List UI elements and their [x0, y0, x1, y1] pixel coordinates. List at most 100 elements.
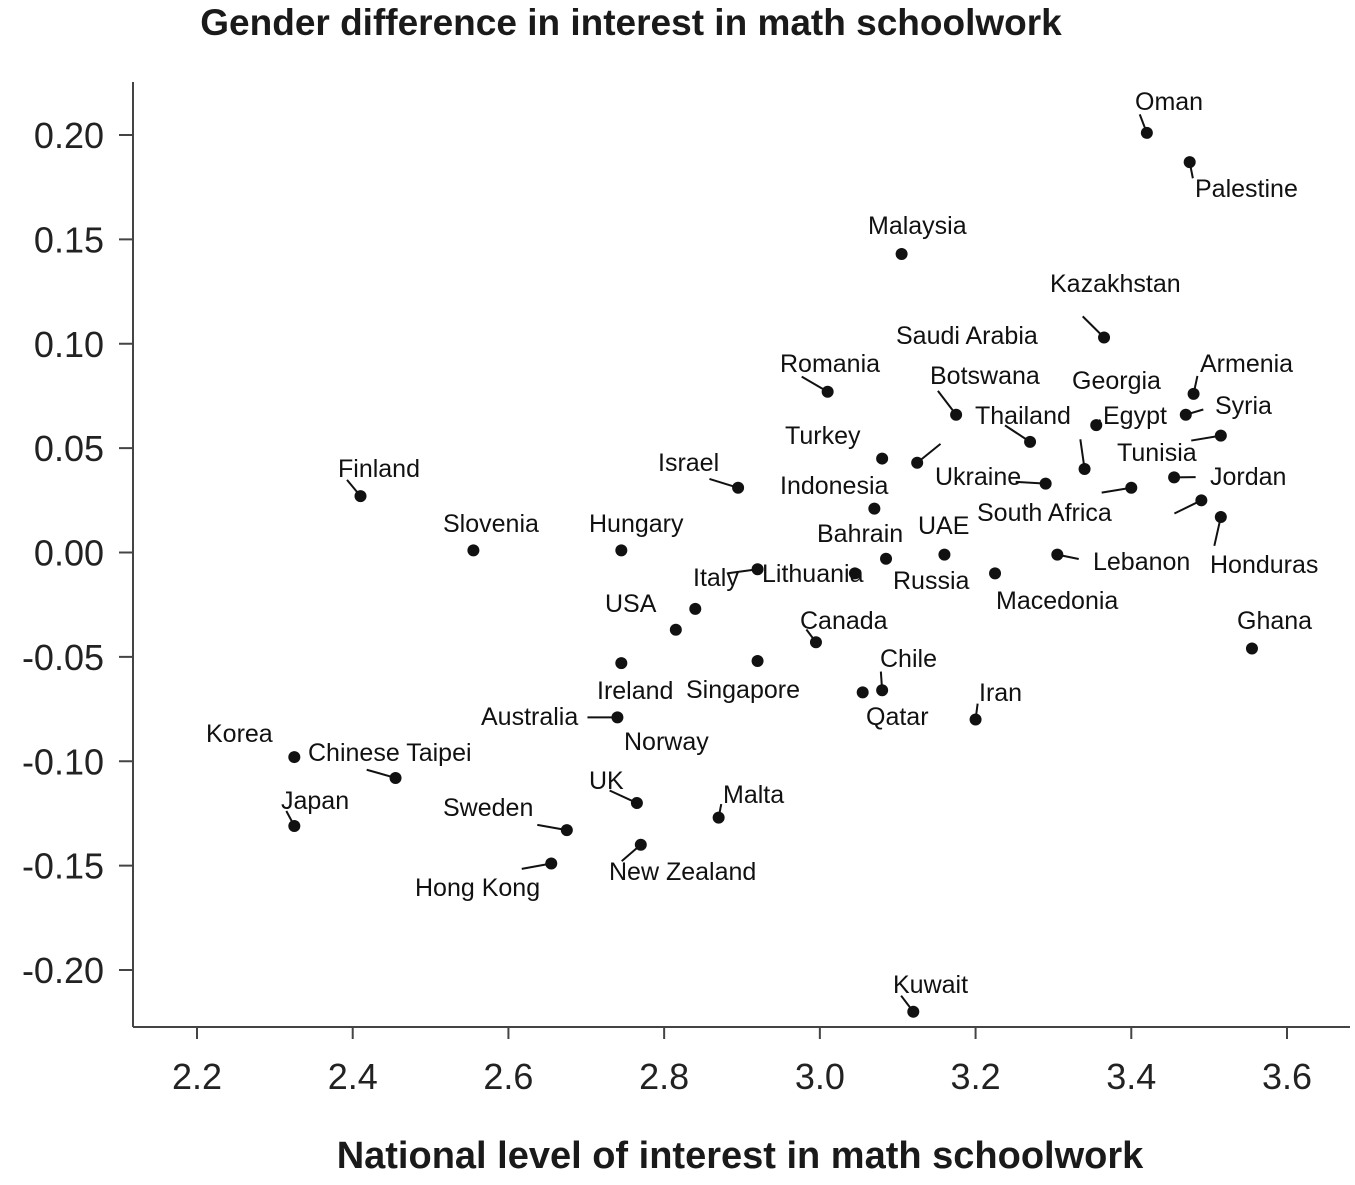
point-label-indonesia: Indonesia — [780, 472, 889, 500]
point-label-iran: Iran — [979, 679, 1022, 707]
point-label-qatar: Qatar — [866, 703, 929, 731]
data-point-uae — [938, 548, 951, 561]
point-label-bahrain: Bahrain — [817, 520, 903, 548]
data-point-georgia — [1078, 463, 1091, 475]
point-label-hungary: Hungary — [589, 510, 684, 538]
y-tick-label: -0.10 — [22, 741, 104, 782]
point-label-uk: UK — [589, 767, 624, 795]
x-tick-label: 2.2 — [172, 1056, 222, 1097]
point-label-singapore: Singapore — [686, 676, 800, 704]
data-point-korea — [288, 751, 301, 764]
data-point-hong-kong — [545, 857, 558, 870]
data-point-egypt — [1090, 419, 1103, 432]
point-label-malta: Malta — [723, 781, 784, 809]
data-point-bahrain — [880, 552, 893, 565]
data-point-saudi-arabia — [950, 408, 963, 421]
x-tick-label: 3.2 — [951, 1056, 1001, 1097]
data-point-israel — [732, 481, 745, 494]
data-point-botswana — [1024, 435, 1037, 448]
point-label-korea: Korea — [206, 720, 273, 748]
data-point-japan — [288, 819, 301, 832]
x-tick-label: 2.6 — [483, 1056, 533, 1097]
y-tick-label: 0.05 — [34, 428, 104, 469]
data-point-malta — [712, 811, 725, 824]
point-label-italy: Italy — [693, 564, 739, 592]
data-point-thailand — [911, 456, 924, 469]
y-tick-label: -0.15 — [22, 846, 104, 887]
data-point-palestine — [1183, 156, 1196, 169]
data-point-ghana — [1245, 642, 1258, 655]
data-point-lithuania — [848, 567, 861, 580]
data-point-armenia — [1187, 387, 1200, 400]
point-label-sweden: Sweden — [443, 794, 533, 822]
data-point-chinese-taipei — [389, 771, 402, 784]
point-label-finland: Finland — [338, 455, 420, 483]
point-label-armenia: Armenia — [1200, 350, 1293, 378]
point-label-chinese-taipei: Chinese Taipei — [308, 739, 472, 767]
data-point-singapore — [751, 655, 764, 668]
data-point-oman — [1140, 126, 1153, 139]
point-label-palestine: Palestine — [1195, 175, 1298, 203]
point-label-norway: Norway — [624, 728, 709, 756]
data-point-uk — [630, 797, 643, 809]
x-tick-label: 2.4 — [328, 1056, 378, 1097]
point-label-canada: Canada — [800, 607, 888, 635]
data-point-russia — [989, 567, 1002, 580]
data-point-macedonia — [1195, 494, 1208, 507]
point-label-macedonia: Macedonia — [996, 587, 1118, 615]
point-label-lithuania: Lithuania — [762, 560, 864, 588]
y-tick-label: -0.20 — [22, 950, 104, 991]
data-point-malaysia — [895, 247, 908, 260]
data-point-romania — [821, 385, 834, 398]
data-point-lebanon — [1051, 548, 1064, 561]
point-label-chile: Chile — [880, 645, 937, 673]
data-point-jordan — [1168, 471, 1181, 484]
y-tick-label: 0.15 — [34, 219, 104, 260]
y-tick-label: -0.05 — [22, 637, 104, 678]
point-label-slovenia: Slovenia — [443, 510, 539, 538]
data-point-canada — [809, 636, 822, 649]
point-label-romania: Romania — [780, 350, 880, 378]
point-label-russia: Russia — [893, 567, 970, 595]
data-point-turkey — [876, 452, 889, 465]
data-point-italy — [751, 563, 764, 576]
point-label-turkey: Turkey — [785, 422, 861, 450]
data-point-qatar — [856, 686, 869, 699]
data-point-ireland — [615, 657, 628, 670]
point-label-oman: Oman — [1135, 88, 1203, 116]
data-point-hungary — [615, 544, 628, 557]
point-label-lebanon: Lebanon — [1093, 548, 1190, 576]
data-point-tunisia — [1214, 429, 1227, 442]
point-label-ghana: Ghana — [1237, 607, 1312, 635]
data-point-kuwait — [907, 1005, 920, 1018]
point-label-honduras: Honduras — [1210, 551, 1318, 579]
y-tick-label: 0.20 — [34, 115, 104, 156]
point-label-hong-kong: Hong Kong — [415, 874, 540, 902]
y-tick-label: 0.00 — [34, 533, 104, 574]
x-tick-label: 2.8 — [639, 1056, 689, 1097]
data-point-chile — [876, 684, 889, 697]
data-point-new-zealand — [634, 838, 647, 851]
point-label-australia: Australia — [481, 703, 578, 731]
point-label-uae: UAE — [918, 512, 969, 540]
data-point-ukraine — [1039, 477, 1052, 490]
point-label-syria: Syria — [1215, 392, 1272, 420]
x-tick-label: 3.6 — [1262, 1056, 1312, 1097]
data-point-slovenia — [467, 544, 480, 557]
point-label-south-africa: South Africa — [977, 499, 1112, 527]
point-label-kazakhstan: Kazakhstan — [1050, 270, 1181, 298]
point-label-ukraine: Ukraine — [935, 463, 1021, 491]
data-point-south-africa — [1125, 481, 1138, 494]
point-label-japan: Japan — [281, 787, 349, 815]
point-label-georgia: Georgia — [1072, 367, 1161, 395]
point-label-usa: USA — [605, 590, 657, 618]
point-label-botswana: Botswana — [930, 362, 1040, 390]
data-point-iran — [969, 713, 982, 726]
point-label-israel: Israel — [658, 449, 719, 477]
data-point-finland — [354, 490, 367, 503]
x-tick-label: 3.4 — [1106, 1056, 1156, 1097]
point-label-kuwait: Kuwait — [893, 971, 968, 999]
point-label-malaysia: Malaysia — [868, 212, 967, 240]
